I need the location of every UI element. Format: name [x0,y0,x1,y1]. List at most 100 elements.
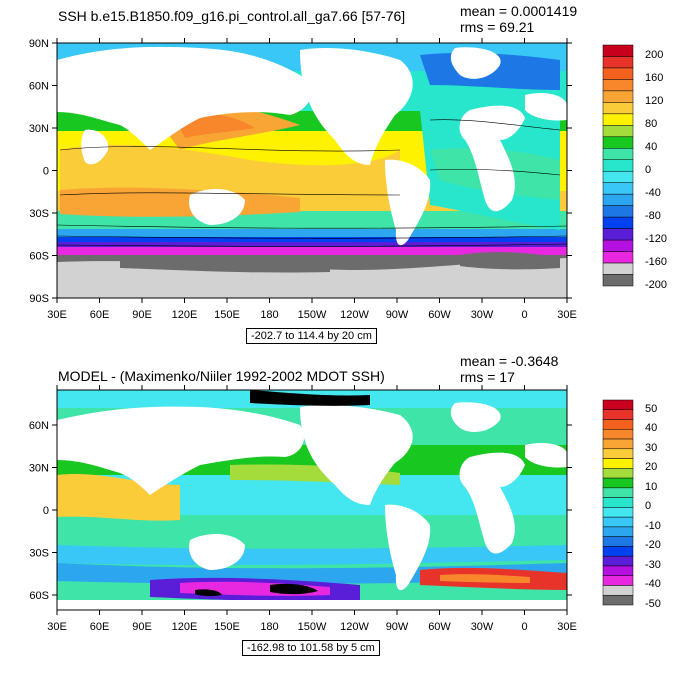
bottom-colorbar-swatch [602,526,634,537]
top-lon-label: 120W [340,309,369,321]
top-colorbar-swatch [602,205,634,218]
bottom-colorbar-swatch [602,409,634,420]
top-lon-label: 0 [521,309,527,321]
bottom-colorbar-label: 50 [645,402,658,415]
bottom-lon-label: 30E [557,621,577,633]
top-colorbar-swatch [602,113,634,126]
top-mean-value: mean = 0.0001419 [460,3,578,19]
bottom-colorbar-swatch [602,438,634,450]
top-colorbar-label: 120 [645,95,664,108]
bottom-colorbar-swatch [602,497,634,508]
bottom-ssh-diff-map: 30E 60E 90E 120E 150E 180 150W 120W 90W 60W 30W 0 30… [29,385,634,633]
top-colorbar-swatch [602,159,634,172]
bottom-lat-label: 60S [29,590,49,602]
top-colorbar-swatch [602,251,634,264]
top-lon-label: 30E [557,309,577,321]
top-lat-label: 60S [29,251,49,263]
bottom-map-panel: MODEL - (Maximenko/Niiler 1992-2002 MDOT… [0,345,700,700]
bottom-lat-label: 30N [29,463,49,475]
top-lat-label: 0 [43,166,49,178]
bottom-colorbar-label: -20 [645,539,661,552]
top-lat-label: 90N [29,38,49,50]
top-colorbar-swatch [602,274,634,287]
top-lon-label: 60W [428,309,451,321]
top-lon-label: 60E [90,309,110,321]
top-colorbar-swatch [602,262,634,275]
bottom-colorbar-label: 40 [645,422,658,435]
bottom-lon-label: 120E [172,621,198,633]
top-colorbar-label: 0 [645,164,652,177]
bottom-lon-label: 90W [386,621,409,633]
top-colorbar-label: 80 [645,118,658,131]
top-colorbar-label: 40 [645,141,658,154]
bottom-colorbar-swatch [602,585,634,596]
bottom-colorbar-label: 30 [645,441,658,454]
top-lat-label: 60N [29,81,49,93]
top-colorbar-swatch [602,216,634,229]
top-colorbar-swatch [602,136,634,149]
top-map-panel: SSH b.e15.B1850.f09_g16.pi_control.all_g… [0,0,700,345]
bottom-colorbar-swatch [602,477,634,489]
top-map-title: SSH b.e15.B1850.f09_g16.pi_control.all_g… [58,8,406,24]
bottom-colorbar-swatch [602,429,634,440]
bottom-colorbar-swatch [602,458,634,469]
top-lon-label: 90W [386,309,409,321]
bottom-mean-value: mean = -0.3648 [460,353,559,369]
bottom-colorbar-swatch [602,594,634,606]
bottom-colorbar-swatch [602,546,634,557]
top-colorbar-label: 160 [645,72,664,85]
bottom-colorbar-label: -50 [645,598,661,610]
bottom-colorbar-label: 10 [645,480,658,493]
top-lon-label: 150E [214,309,240,321]
top-colorbar-swatch [602,148,634,161]
top-colorbar-swatch [602,102,634,115]
bottom-lon-label: 90E [132,621,152,633]
bottom-lon-label: 120W [340,621,369,633]
bottom-lat-label: 30S [29,548,49,560]
bottom-colorbar-swatch [602,516,634,528]
top-lon-label: 90E [132,309,152,321]
top-lon-label: 150W [298,309,327,321]
bottom-colorbar-swatch [602,448,634,459]
bottom-colorbar-swatch [602,536,634,547]
bottom-colorbar-swatch [602,575,634,586]
bottom-lat-label: 0 [43,505,49,517]
top-colorbar-swatch [602,228,634,241]
top-colorbar-swatch [602,182,634,195]
top-rms-value: rms = 69.21 [460,19,535,35]
top-lat-label: 30N [29,123,49,135]
top-colorbar-swatch [602,79,634,92]
bottom-colorbar-swatch [602,565,634,576]
top-lon-label: 30E [47,309,67,321]
top-colorbar [602,44,634,287]
top-colorbar-label: -80 [645,210,661,223]
top-colorbar-label: -200 [645,279,668,291]
top-colorbar-swatch [602,56,634,69]
bottom-rms-value: rms = 17 [460,369,515,385]
top-lon-label: 180 [260,309,278,321]
bottom-colorbar-label: 0 [645,500,652,513]
bottom-lon-label: 60W [428,621,451,633]
bottom-map-axes: 30E 60E 90E 120E 150E 180 150W 120W 90W 60W 30W 0 30… [29,385,577,633]
top-colorbar-swatch [602,44,634,57]
bottom-contour-range: -162.98 to 101.58 by 5 cm [242,640,380,656]
top-ssh-map: 30E 60E 90E 120E 150E 180 150W 120W 90W 60W 30W 0 30… [29,38,634,321]
top-lon-label: 120E [172,309,198,321]
bottom-colorbar [602,399,634,606]
bottom-colorbar-swatch [602,419,634,430]
top-map-field [57,43,567,298]
bottom-colorbar-swatch [602,399,634,411]
top-colorbar-swatch [602,67,634,80]
bottom-colorbar-swatch [602,487,634,498]
bottom-lon-label: 150E [214,621,240,633]
top-contour-range: -202.7 to 114.4 by 20 cm [246,328,377,344]
bottom-lon-label: 30E [47,621,67,633]
bottom-colorbar-swatch [602,555,634,567]
bottom-map-field [57,390,567,610]
bottom-lon-label: 60E [90,621,110,633]
top-colorbar-swatch [602,193,634,206]
top-colorbar-label: -120 [645,233,668,246]
bottom-lat-label: 60N [29,420,49,432]
bottom-colorbar-label: 20 [645,461,658,474]
top-colorbar-label: -40 [645,187,661,200]
